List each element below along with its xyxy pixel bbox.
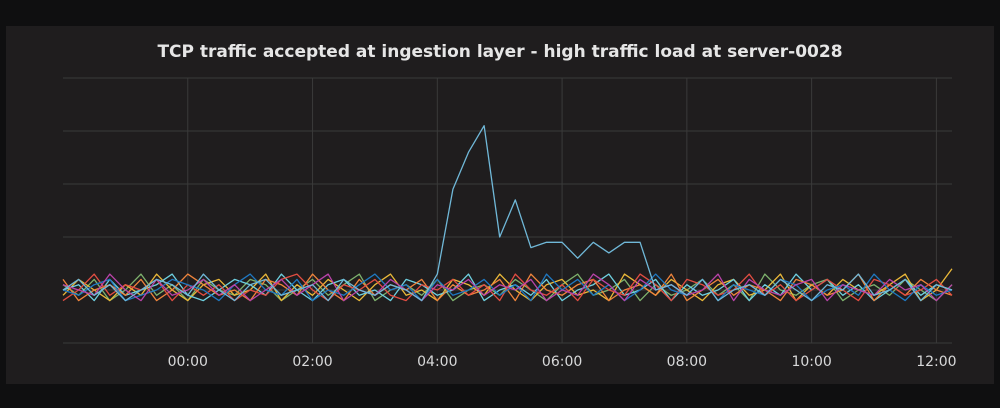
x-tick-label: 02:00: [292, 354, 332, 370]
x-tick-label: 10:00: [791, 354, 831, 370]
chart-title[interactable]: TCP traffic accepted at ingestion layer …: [157, 42, 842, 62]
x-tick-label: 12:00: [916, 354, 956, 370]
x-tick-label: 04:00: [417, 354, 457, 370]
plot-lines: [62, 125, 953, 302]
series-line: [62, 273, 953, 302]
series-line: [62, 273, 953, 302]
panel: [6, 26, 994, 384]
x-axis: 00:00 02:00 04:00 06:00 08:00 10:00 12:00: [168, 354, 957, 370]
x-tick-label: 08:00: [667, 354, 707, 370]
x-tick-label: 00:00: [168, 354, 208, 370]
x-tick-label: 06:00: [542, 354, 582, 370]
series-line: [62, 125, 953, 302]
